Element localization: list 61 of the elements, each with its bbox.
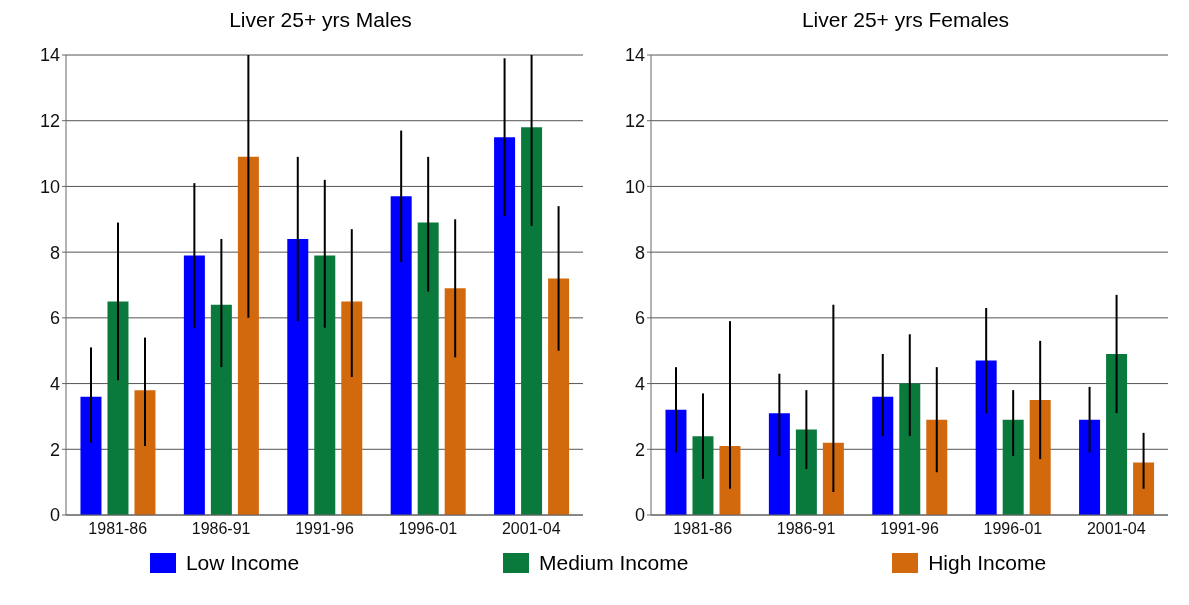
- y-tick-label: 14: [624, 45, 645, 66]
- y-tick-label: 14: [39, 45, 60, 66]
- y-tick-label: 0: [634, 505, 645, 526]
- x-tick-label: 1991-96: [295, 520, 354, 538]
- bar: [795, 429, 817, 515]
- bar: [341, 301, 363, 515]
- x-tick-label: 2001-04: [501, 520, 561, 538]
- bar: [1133, 462, 1155, 515]
- y-tick-label: 10: [624, 176, 645, 197]
- y-tick-label: 6: [634, 308, 645, 329]
- bar: [521, 127, 543, 515]
- bar: [548, 278, 570, 515]
- legend-label: High Income: [928, 551, 1047, 575]
- bar: [1079, 419, 1101, 515]
- bar: [1002, 419, 1024, 515]
- bar: [314, 255, 336, 515]
- y-tick-label: 4: [49, 373, 60, 394]
- bar: [210, 304, 232, 515]
- bar: [692, 436, 714, 515]
- x-tick-label: 1996-01: [398, 520, 458, 538]
- bar: [287, 239, 309, 515]
- y-tick-label: 12: [39, 111, 60, 132]
- bar: [1029, 400, 1051, 515]
- bar: [417, 222, 439, 515]
- bar: [134, 390, 156, 515]
- chart-title: Liver 25+ yrs Females: [800, 8, 1011, 33]
- bar: [665, 409, 687, 515]
- bar: [183, 255, 205, 515]
- bar: [107, 301, 129, 515]
- bar: [237, 156, 259, 515]
- y-tick-label: 10: [39, 176, 60, 197]
- bar: [444, 288, 466, 515]
- x-tick-label: 1981-86: [88, 520, 148, 538]
- y-tick-label: 4: [634, 373, 645, 394]
- x-tick-label: 1986-91: [191, 520, 251, 538]
- y-tick-label: 12: [624, 111, 645, 132]
- legend-label: Low Income: [185, 551, 300, 575]
- legend-label: Medium Income: [538, 551, 689, 575]
- y-tick-label: 8: [634, 242, 645, 263]
- x-tick-label: 1996-01: [983, 520, 1043, 538]
- bar: [494, 137, 516, 515]
- bar: [822, 442, 844, 515]
- y-tick-label: 6: [49, 308, 60, 329]
- bar: [768, 413, 790, 515]
- bar: [390, 196, 412, 515]
- x-tick-label: 2001-04: [1086, 520, 1146, 538]
- x-tick-label: 1981-86: [673, 520, 733, 538]
- bar: [975, 360, 997, 515]
- x-tick-label: 1986-91: [776, 520, 836, 538]
- y-tick-label: 8: [49, 242, 60, 263]
- bar: [872, 396, 894, 515]
- chart-title: Liver 25+ yrs Males: [228, 8, 413, 33]
- y-tick-label: 2: [634, 439, 645, 460]
- bar: [719, 446, 741, 515]
- x-tick-label: 1991-96: [880, 520, 939, 538]
- bar: [80, 396, 102, 515]
- y-tick-label: 0: [49, 505, 60, 526]
- bar: [926, 419, 948, 515]
- y-tick-label: 2: [49, 439, 60, 460]
- bar: [1106, 354, 1128, 515]
- bar: [899, 383, 921, 515]
